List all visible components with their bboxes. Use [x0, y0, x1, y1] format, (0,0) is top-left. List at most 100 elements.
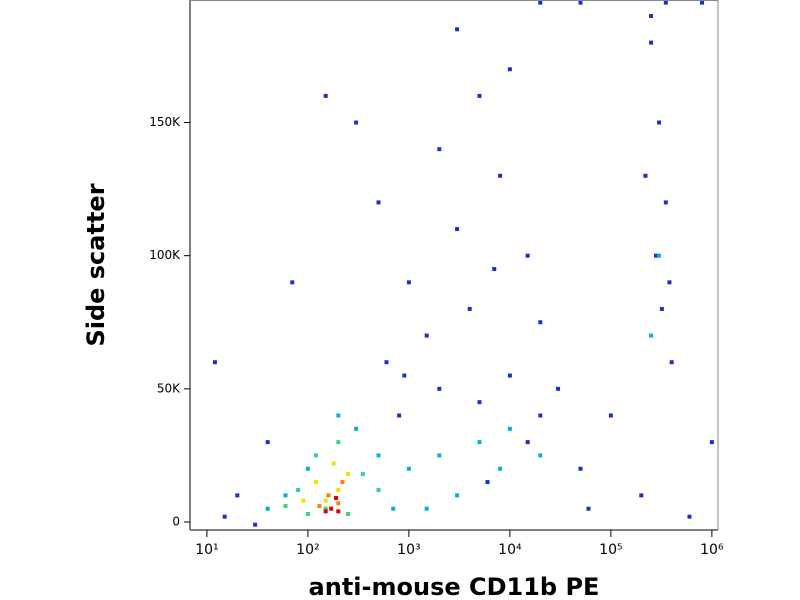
data-point — [301, 498, 306, 503]
data-point — [323, 93, 328, 98]
data-point — [455, 27, 460, 32]
data-point — [477, 440, 482, 445]
data-point — [455, 493, 460, 498]
data-point — [477, 400, 482, 405]
y-axis-title: Side scatter — [82, 183, 110, 346]
data-point — [538, 413, 543, 418]
data-point — [346, 472, 351, 477]
data-point — [667, 280, 672, 285]
data-point — [336, 413, 341, 418]
data-point — [336, 488, 341, 493]
data-point — [354, 426, 359, 431]
data-point — [212, 360, 217, 365]
data-point — [376, 488, 381, 493]
data-point — [376, 200, 381, 205]
y-tick-label: 150K — [149, 115, 181, 129]
data-point — [336, 501, 341, 506]
data-point — [235, 493, 240, 498]
x-tick-label: 10³ — [397, 542, 420, 558]
data-point — [477, 93, 482, 98]
data-point — [265, 440, 270, 445]
data-point — [336, 509, 341, 514]
data-point — [669, 360, 674, 365]
data-point — [455, 227, 460, 232]
data-point — [649, 333, 654, 338]
data-point — [402, 373, 407, 378]
y-tick-label: 50K — [157, 381, 181, 395]
data-point — [346, 512, 351, 517]
data-point — [709, 440, 714, 445]
data-point — [437, 147, 442, 152]
data-point — [643, 173, 648, 178]
data-point — [424, 333, 429, 338]
data-point — [313, 480, 318, 485]
data-point — [305, 466, 310, 471]
data-point — [283, 504, 288, 509]
data-point — [397, 413, 402, 418]
data-point — [406, 280, 411, 285]
data-point — [305, 512, 310, 517]
data-point — [538, 320, 543, 325]
data-point — [437, 453, 442, 458]
data-point — [406, 466, 411, 471]
data-point — [376, 453, 381, 458]
x-axis-title: anti-mouse CD11b PE — [309, 573, 600, 600]
data-point — [424, 506, 429, 511]
data-point — [323, 498, 328, 503]
data-point — [498, 173, 503, 178]
data-point — [525, 253, 530, 258]
data-point — [659, 306, 664, 311]
data-point — [384, 360, 389, 365]
data-point — [538, 453, 543, 458]
data-point — [340, 480, 345, 485]
data-point — [296, 488, 301, 493]
data-point — [317, 504, 322, 509]
data-point — [663, 0, 668, 5]
data-point — [538, 0, 543, 5]
data-point — [663, 200, 668, 205]
data-point — [323, 509, 328, 514]
data-point — [507, 373, 512, 378]
x-tick-label: 10¹ — [195, 542, 218, 558]
data-point — [265, 506, 270, 511]
x-tick-label: 10⁴ — [498, 542, 522, 558]
data-point — [485, 480, 490, 485]
data-point — [586, 506, 591, 511]
data-point — [354, 120, 359, 125]
data-point — [313, 453, 318, 458]
data-point — [507, 67, 512, 72]
x-tick-label: 10⁶ — [700, 542, 724, 558]
data-point — [657, 120, 662, 125]
data-point — [323, 506, 328, 511]
data-point — [492, 266, 497, 271]
data-point — [290, 280, 295, 285]
data-point — [657, 253, 662, 258]
data-point — [608, 413, 613, 418]
data-point — [467, 306, 472, 311]
data-point — [639, 493, 644, 498]
data-point — [649, 40, 654, 45]
y-tick-label: 100K — [149, 248, 181, 262]
data-point — [654, 253, 659, 258]
data-point — [556, 386, 561, 391]
data-point — [334, 496, 339, 501]
data-point — [687, 514, 692, 519]
data-point — [329, 506, 334, 511]
data-point — [649, 13, 654, 18]
data-point — [578, 0, 583, 5]
data-point — [283, 493, 288, 498]
y-tick-label: 0 — [172, 515, 180, 529]
data-point — [578, 466, 583, 471]
data-point — [336, 440, 341, 445]
data-point — [326, 493, 331, 498]
data-point — [498, 466, 503, 471]
data-point — [437, 386, 442, 391]
data-point — [507, 426, 512, 431]
data-point — [391, 506, 396, 511]
x-tick-label: 10⁵ — [599, 542, 622, 558]
data-point — [700, 0, 705, 5]
data-point — [525, 440, 530, 445]
data-point — [360, 472, 365, 477]
data-point — [222, 514, 227, 519]
